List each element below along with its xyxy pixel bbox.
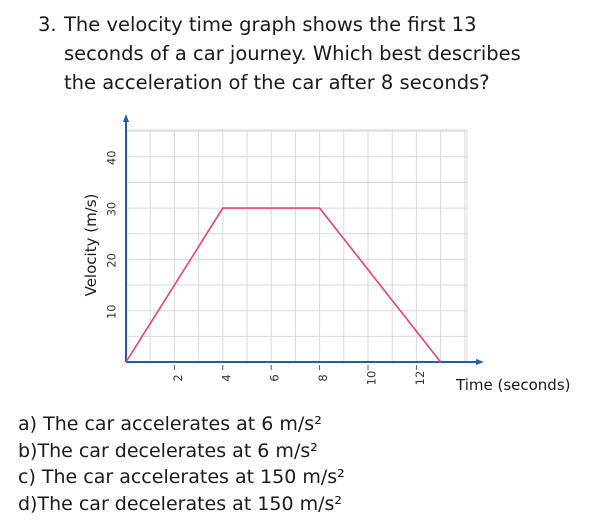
y-tick-label: 40 bbox=[105, 150, 119, 165]
option-d[interactable]: d)The car decelerates at 150 m/s² bbox=[18, 492, 343, 515]
option-b[interactable]: b)The car decelerates at 6 m/s² bbox=[18, 439, 318, 462]
question-line-2: seconds of a car journey. Which best des… bbox=[64, 42, 521, 65]
question-line-3: the acceleration of the car after 8 seco… bbox=[64, 71, 490, 94]
x-tick-label: 4 bbox=[219, 374, 233, 381]
series-line bbox=[125, 207, 442, 363]
x-tick-label: 12 bbox=[413, 371, 427, 386]
graph-axes bbox=[123, 114, 484, 365]
y-axis-label: Velocity (m/s) bbox=[82, 194, 100, 297]
option-a[interactable]: a) The car accelerates at 6 m/s² bbox=[18, 413, 322, 435]
graph-grid bbox=[126, 129, 468, 362]
x-axis-label: Time (seconds) bbox=[455, 376, 571, 394]
x-tick-label: 8 bbox=[316, 374, 330, 381]
x-tick-label: 2 bbox=[171, 374, 185, 381]
question-number: 3. bbox=[38, 13, 57, 36]
graph-series bbox=[125, 207, 442, 363]
graph-tick-labels: 2 4 6 8 10 12 10 20 30 40 bbox=[105, 150, 427, 385]
y-tick-label: 20 bbox=[105, 253, 119, 268]
x-axis-arrow bbox=[476, 359, 484, 365]
y-axis-arrow bbox=[123, 114, 129, 122]
x-tick-label: 10 bbox=[365, 371, 379, 386]
y-tick-label: 10 bbox=[105, 304, 119, 319]
x-tick-label: 6 bbox=[268, 374, 282, 381]
option-c[interactable]: c) The car accelerates at 150 m/s² bbox=[18, 466, 345, 488]
answer-options: a) The car accelerates at 6 m/s² b)The c… bbox=[18, 411, 345, 517]
question-line-1: The velocity time graph shows the first … bbox=[64, 13, 477, 36]
y-tick-label: 30 bbox=[105, 202, 119, 217]
